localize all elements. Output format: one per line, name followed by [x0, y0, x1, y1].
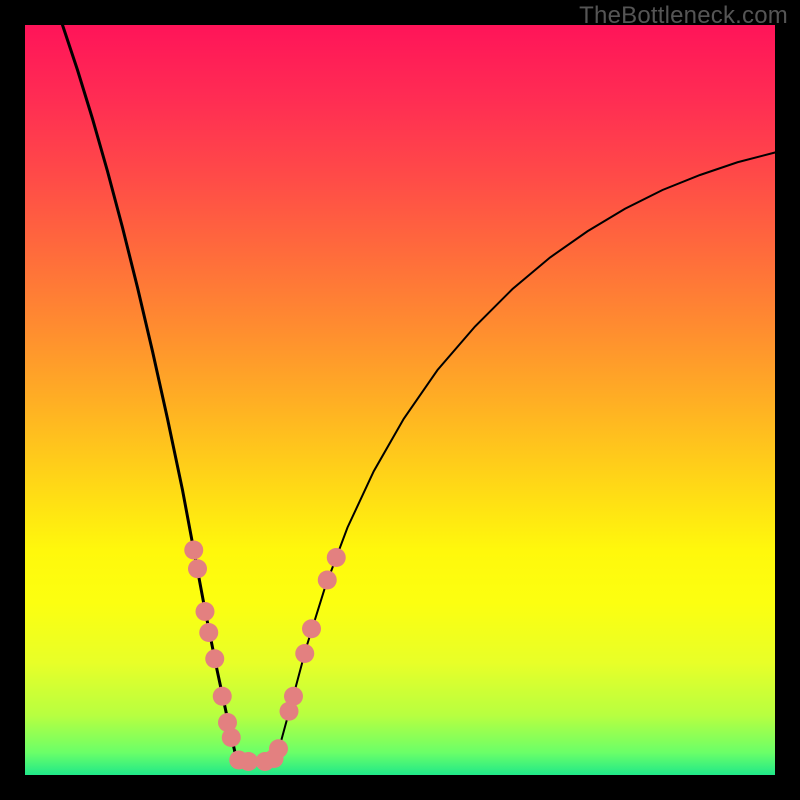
data-marker [222, 728, 241, 747]
data-marker [199, 623, 218, 642]
data-marker [188, 559, 207, 578]
data-marker [213, 687, 232, 706]
data-marker [327, 548, 346, 567]
data-marker [239, 752, 258, 771]
data-marker [205, 649, 224, 668]
data-marker [184, 541, 203, 560]
data-marker [318, 571, 337, 590]
data-marker [295, 644, 314, 663]
bottleneck-chart [0, 0, 800, 800]
data-marker [284, 687, 303, 706]
data-marker [302, 619, 321, 638]
data-marker [269, 739, 288, 758]
chart-container: { "watermark": { "text": "TheBottleneck.… [0, 0, 800, 800]
data-marker [196, 602, 215, 621]
plot-background [25, 25, 775, 775]
watermark-text: TheBottleneck.com [579, 2, 788, 30]
